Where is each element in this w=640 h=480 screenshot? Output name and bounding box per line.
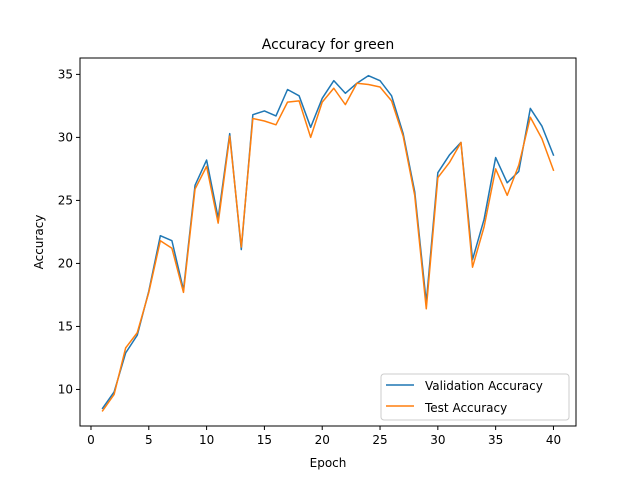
x-tick-label: 35 bbox=[488, 433, 503, 447]
x-tick-label: 20 bbox=[315, 433, 330, 447]
plot-frame bbox=[79, 57, 577, 427]
x-axis-label: Epoch bbox=[310, 456, 347, 470]
x-tick-label: 5 bbox=[145, 433, 153, 447]
x-tick-label: 40 bbox=[546, 433, 561, 447]
series-layer bbox=[101, 74, 555, 412]
legend: Validation Accuracy Test Accuracy bbox=[380, 373, 570, 421]
y-axis: 10 15 20 25 30 35 bbox=[58, 67, 80, 396]
series-line-test bbox=[101, 82, 555, 412]
x-tick-label: 25 bbox=[372, 433, 387, 447]
legend-label-validation: Validation Accuracy bbox=[425, 379, 543, 393]
x-tick-label: 0 bbox=[87, 433, 95, 447]
y-tick-label: 35 bbox=[58, 67, 73, 81]
x-tick-label: 30 bbox=[430, 433, 445, 447]
x-tick-label: 15 bbox=[257, 433, 272, 447]
y-tick-label: 15 bbox=[58, 319, 73, 333]
y-tick-label: 20 bbox=[58, 256, 73, 270]
legend-box bbox=[380, 373, 570, 421]
y-axis-label: Accuracy bbox=[32, 215, 46, 270]
x-axis: 0 5 10 15 20 25 30 35 40 bbox=[87, 426, 561, 447]
legend-label-test: Test Accuracy bbox=[424, 401, 507, 415]
chart-title: Accuracy for green bbox=[262, 37, 395, 53]
series-line-validation bbox=[101, 74, 555, 410]
x-tick-label: 10 bbox=[199, 433, 214, 447]
y-tick-label: 30 bbox=[58, 130, 73, 144]
y-tick-label: 25 bbox=[58, 193, 73, 207]
y-tick-label: 10 bbox=[58, 382, 73, 396]
